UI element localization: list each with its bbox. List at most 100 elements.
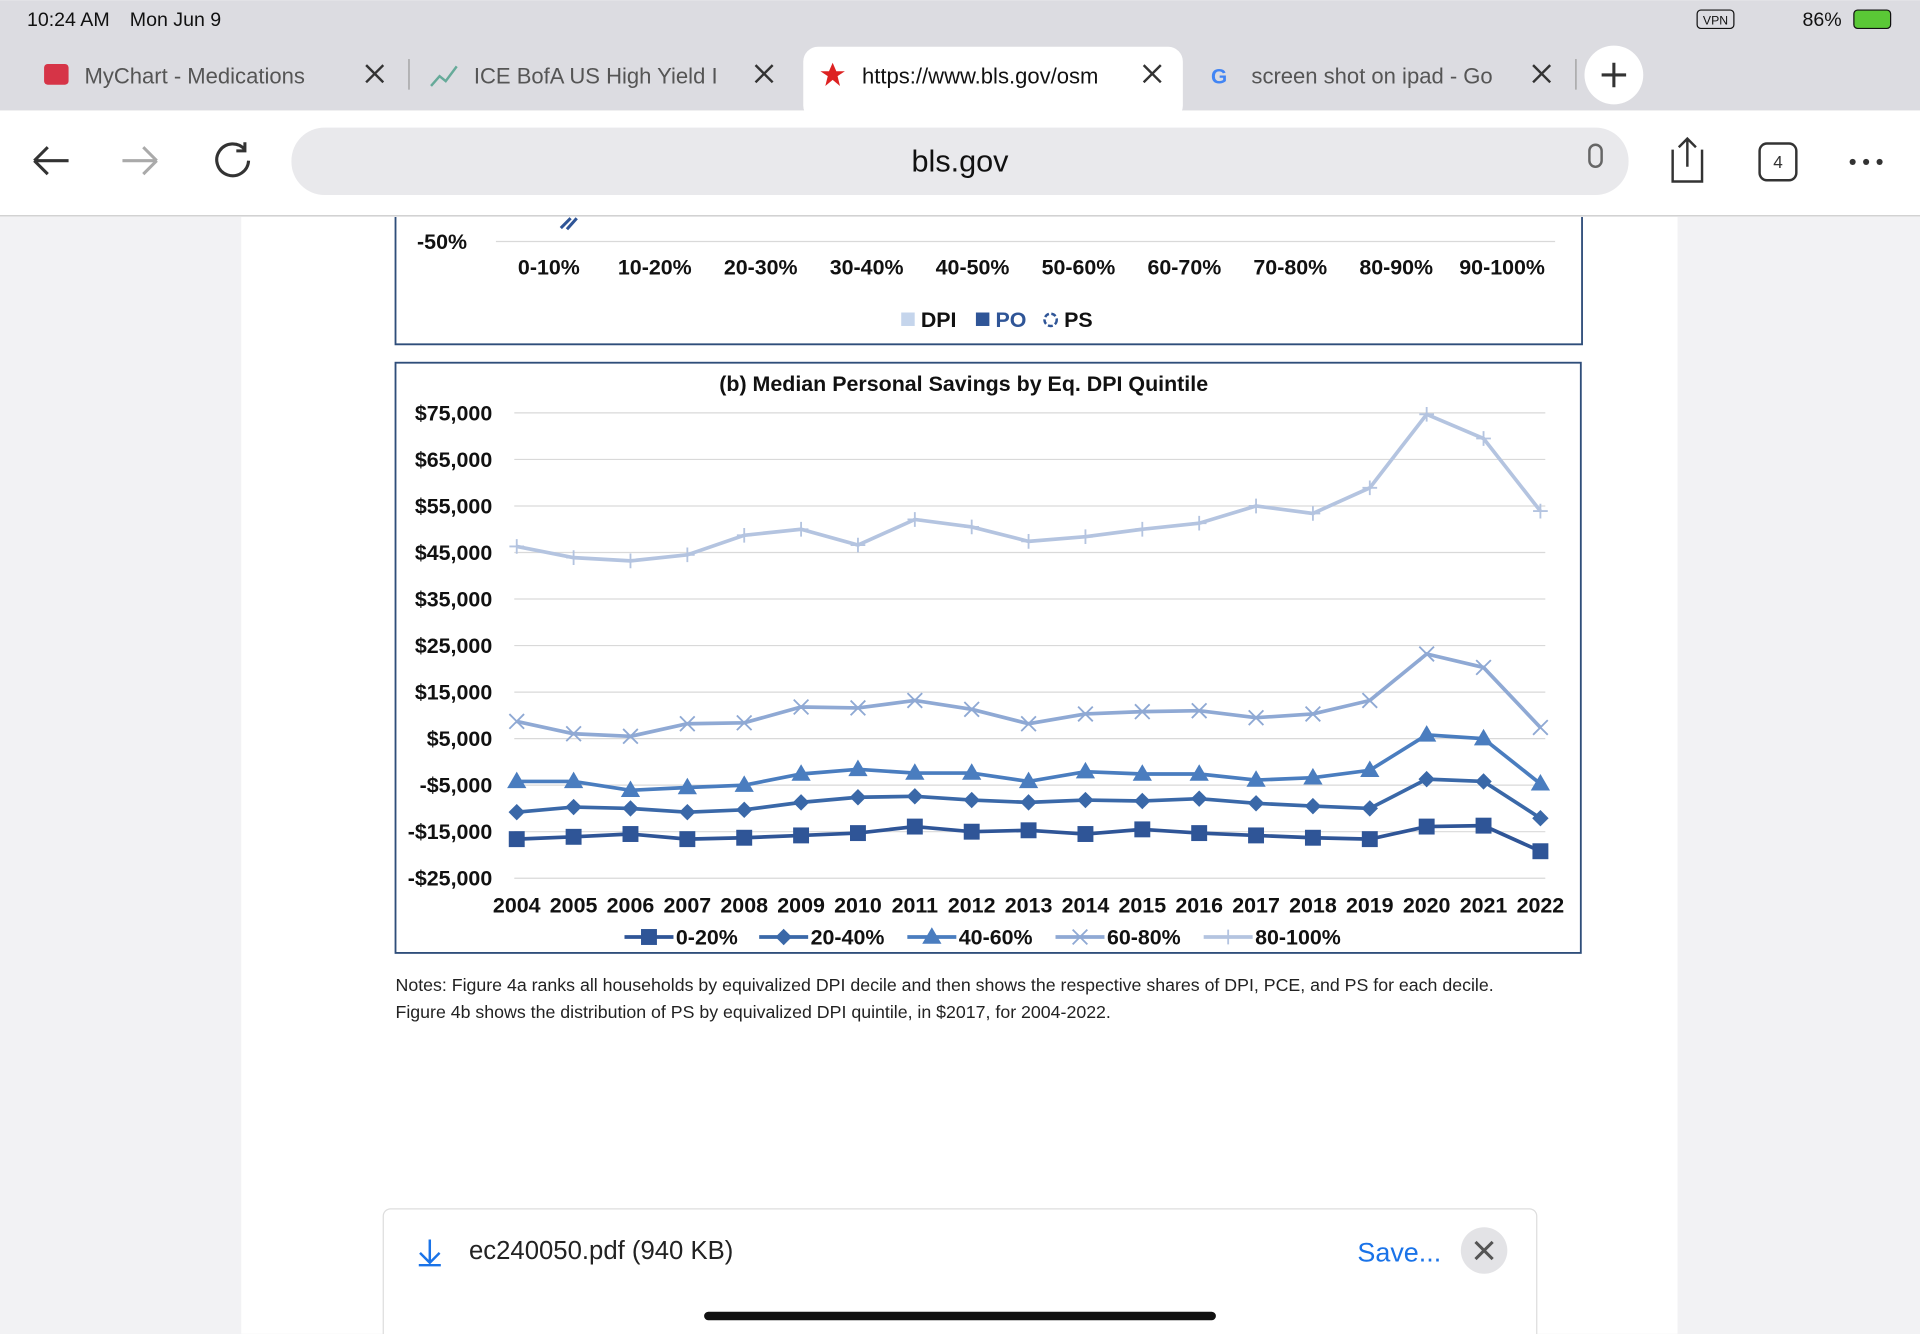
data-point (1020, 822, 1037, 839)
download-bar (382, 1208, 1538, 1334)
tab-icon (430, 65, 458, 87)
data-point (1189, 764, 1209, 781)
mic-icon[interactable] (1588, 143, 1603, 169)
data-point (1134, 521, 1150, 537)
tab-icon (44, 63, 69, 85)
legend-marker (1220, 929, 1236, 945)
x-tick-label: 2016 (1175, 894, 1223, 918)
data-point (1303, 767, 1323, 785)
data-point (850, 537, 866, 553)
address-bar[interactable] (291, 127, 1629, 195)
data-point (1473, 728, 1494, 746)
data-point (1077, 826, 1094, 842)
data-point (1361, 692, 1378, 709)
data-point (791, 764, 811, 781)
x-tick-label: 80-90% (1359, 256, 1433, 280)
tab-icon (820, 62, 845, 86)
tabs-button[interactable] (1758, 142, 1798, 182)
tab[interactable]: ICE BofA US High Yield I (430, 64, 774, 89)
battery-icon (1853, 9, 1892, 30)
legend-label: PS (1064, 308, 1093, 332)
forward-button[interactable] (122, 146, 158, 176)
x-tick-label: 2022 (1517, 894, 1565, 918)
legend-marker (775, 928, 792, 946)
data-point (963, 791, 980, 809)
vpn-label: VPN (1703, 14, 1728, 28)
more-button[interactable] (1849, 158, 1883, 165)
data-point (565, 725, 582, 742)
tab-close[interactable] (365, 64, 385, 84)
data-point (964, 519, 980, 535)
data-point (1134, 821, 1151, 838)
data-point (1191, 515, 1207, 531)
reload-button[interactable] (215, 142, 251, 178)
y-tick-label: $15,000 (415, 680, 492, 704)
tab[interactable]: MyChart - Medications (44, 63, 385, 89)
x-tick-label: 2014 (1062, 894, 1110, 918)
data-point (963, 823, 980, 840)
data-point (677, 777, 697, 795)
document-page (241, 217, 1678, 1334)
data-point (620, 780, 641, 798)
y-tick-label: $35,000 (415, 587, 492, 611)
data-point (1018, 771, 1039, 789)
plot-area: $75,000 $65,000 $55,000 $45,000 $35,000 $25,0… (408, 401, 1565, 949)
tab-close[interactable] (1142, 64, 1162, 84)
x-tick-label: 2009 (777, 894, 825, 918)
data-point (623, 553, 638, 569)
tab-close[interactable] (754, 64, 774, 84)
data-point (793, 827, 810, 844)
back-button[interactable] (33, 146, 69, 176)
home-indicator (704, 1311, 1216, 1321)
data-point (622, 826, 639, 842)
vpn-badge (1696, 9, 1735, 30)
y-tick-label: $75,000 (415, 401, 492, 425)
download-file: ec240050.pdf (940 KB) (469, 1237, 733, 1265)
data-point (1417, 725, 1437, 742)
ps-bar-fragment (559, 217, 578, 231)
share-button[interactable] (1671, 136, 1704, 183)
x-tick-label: 2004 (493, 894, 541, 918)
data-point (849, 699, 866, 716)
data-point (1475, 817, 1492, 834)
legend-swatch (975, 312, 990, 326)
y-tick-label: $25,000 (415, 634, 492, 658)
tab-title: ICE BofA US High Yield I (474, 64, 718, 89)
data-point (850, 825, 866, 842)
data-point (1190, 790, 1208, 807)
x-tick-label: 2007 (664, 894, 712, 918)
x-tick-label: 2019 (1346, 894, 1394, 918)
tab-bg (803, 46, 1183, 121)
data-point (1247, 795, 1265, 812)
tab-active[interactable]: https://www.bls.gov/osm (803, 46, 1183, 121)
data-point (1134, 792, 1151, 810)
notes-line: Figure 4b shows the distribution of PS b… (396, 1002, 1111, 1022)
save-button[interactable]: Save... (1357, 1237, 1441, 1267)
data-point (907, 512, 923, 527)
data-point (679, 831, 696, 848)
x-tick-label: 2005 (550, 894, 598, 918)
data-point (1418, 645, 1435, 662)
x-tick-label: 2011 (892, 894, 939, 918)
data-point (1075, 761, 1096, 779)
data-point (906, 818, 923, 835)
y-tick-label: $5,000 (427, 727, 493, 751)
data-point (1476, 431, 1491, 446)
data-point (1021, 533, 1036, 549)
legend-swatch (901, 312, 915, 326)
url: bls.gov (912, 145, 1010, 179)
data-point (1532, 843, 1549, 860)
data-point (905, 763, 925, 780)
data-point (1475, 773, 1492, 790)
tab[interactable]: G screen shot on ipad - Go (1211, 64, 1552, 89)
data-point (565, 828, 582, 845)
x-tick-label: 0-10% (518, 256, 580, 280)
data-point (1191, 702, 1208, 719)
y-tick-label: $65,000 (415, 448, 492, 472)
data-point (736, 527, 752, 543)
legend-swatch (1043, 312, 1058, 328)
tab-close[interactable] (1532, 64, 1552, 84)
data-point (1362, 480, 1378, 496)
x-tick-label: 30-40% (830, 256, 904, 280)
data-point (508, 803, 525, 821)
